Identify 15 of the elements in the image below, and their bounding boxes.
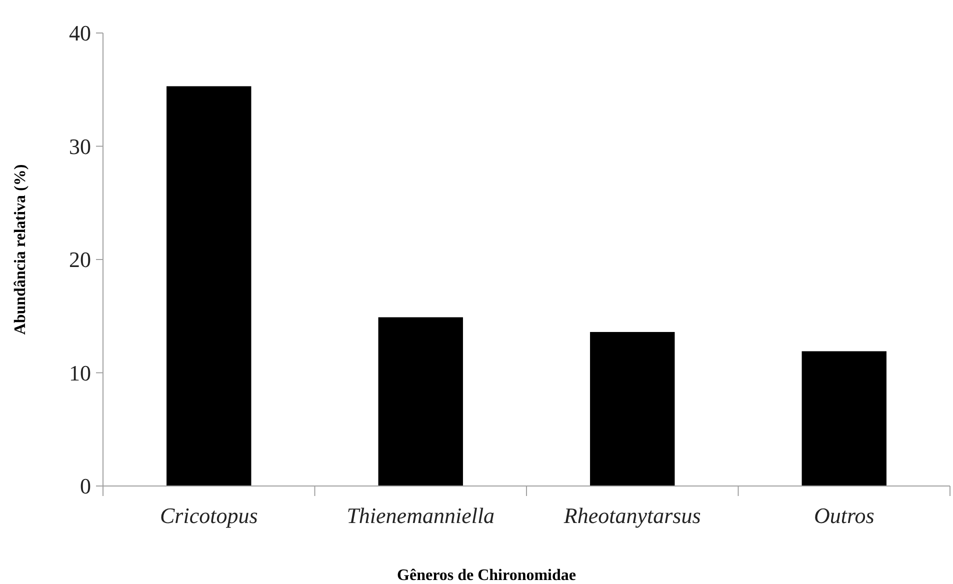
y-tick-label: 0 — [80, 474, 91, 499]
bar — [802, 351, 886, 486]
bar — [590, 332, 675, 486]
x-tick-label: Outros — [814, 503, 874, 528]
x-tick-label: Cricotopus — [160, 503, 258, 528]
y-tick-label: 40 — [69, 20, 91, 46]
x-tick-label: Rheotanytarsus — [562, 503, 701, 528]
y-tick-label: 30 — [69, 134, 91, 159]
y-axis-title: Abundância relativa (%) — [12, 164, 29, 335]
x-axis-title: Gêneros de Chironomidae — [397, 567, 576, 584]
x-tick-label: Thienemanniella — [346, 503, 495, 528]
bar — [378, 317, 463, 486]
y-tick-label: 10 — [69, 360, 91, 386]
y-tick-label: 20 — [69, 247, 91, 272]
bar — [166, 86, 252, 486]
